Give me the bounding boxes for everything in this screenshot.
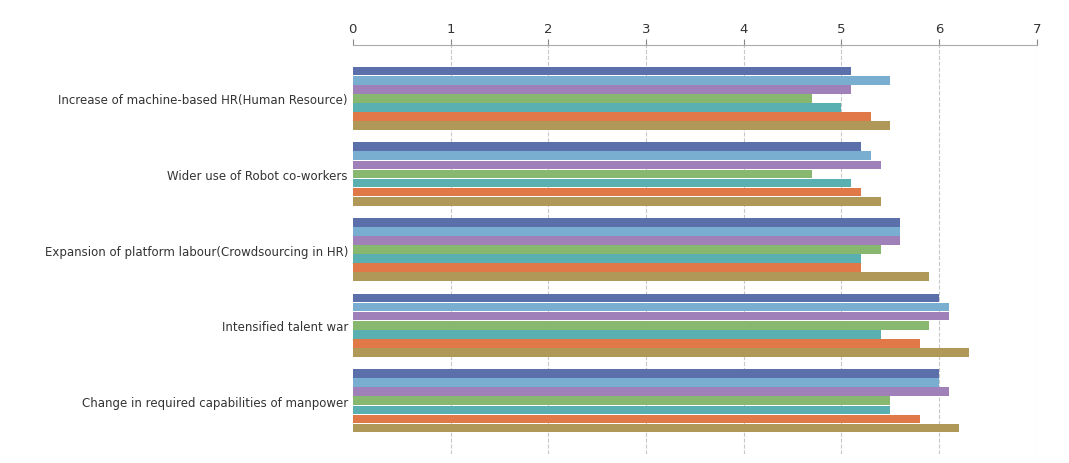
Bar: [353, 415, 919, 423]
Bar: [353, 104, 841, 113]
Bar: [353, 388, 949, 396]
Bar: [353, 255, 861, 263]
Bar: [353, 330, 881, 339]
Bar: [353, 188, 861, 197]
Bar: [353, 197, 881, 206]
Bar: [353, 369, 940, 378]
Bar: [353, 303, 949, 312]
Bar: [353, 406, 890, 414]
Bar: [353, 68, 851, 76]
Bar: [353, 339, 919, 348]
Bar: [353, 294, 940, 303]
Bar: [353, 378, 940, 387]
Bar: [353, 228, 900, 236]
Bar: [353, 161, 881, 170]
Bar: [353, 77, 890, 85]
Bar: [353, 122, 890, 131]
Bar: [353, 179, 851, 188]
Bar: [353, 219, 900, 227]
Bar: [353, 321, 929, 330]
Bar: [353, 143, 861, 152]
Bar: [353, 348, 969, 357]
Bar: [353, 264, 861, 272]
Bar: [353, 170, 812, 179]
Bar: [353, 246, 881, 254]
Bar: [353, 113, 871, 122]
Bar: [353, 237, 900, 245]
Bar: [353, 273, 929, 282]
Bar: [353, 312, 949, 321]
Bar: [353, 95, 812, 103]
Bar: [353, 397, 890, 405]
Bar: [353, 86, 851, 94]
Bar: [353, 152, 871, 161]
Bar: [353, 424, 959, 432]
